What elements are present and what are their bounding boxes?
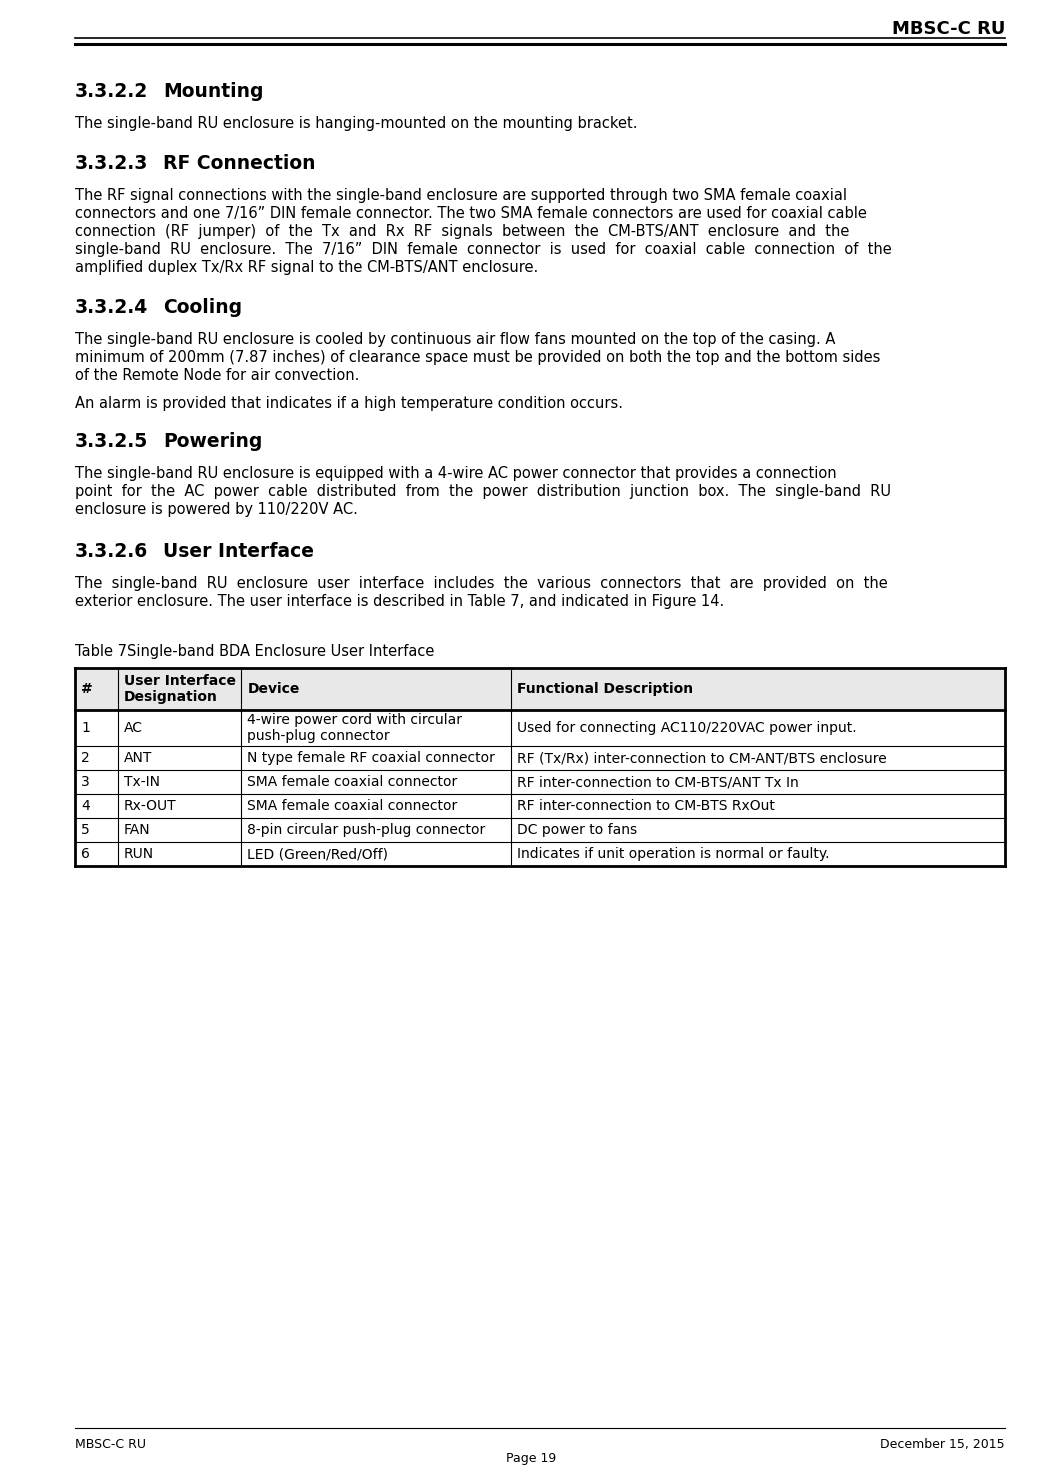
Text: Mounting: Mounting: [162, 82, 263, 102]
Text: The single-band RU enclosure is hanging-mounted on the mounting bracket.: The single-band RU enclosure is hanging-…: [75, 116, 637, 131]
Text: SMA female coaxial connector: SMA female coaxial connector: [247, 774, 458, 789]
Text: Page 19: Page 19: [506, 1451, 556, 1465]
Text: Table 7Single-band BDA Enclosure User Interface: Table 7Single-band BDA Enclosure User In…: [75, 645, 434, 659]
Text: Powering: Powering: [162, 431, 262, 450]
Text: connectors and one 7/16” DIN female connector. The two SMA female connectors are: connectors and one 7/16” DIN female conn…: [75, 206, 867, 221]
Text: 3.3.2.2: 3.3.2.2: [75, 82, 149, 102]
Text: Functional Description: Functional Description: [517, 682, 693, 696]
Text: RUN: RUN: [124, 846, 154, 861]
Text: #: #: [81, 682, 92, 696]
Text: SMA female coaxial connector: SMA female coaxial connector: [247, 799, 458, 813]
Text: RF (Tx/Rx) inter-connection to CM-ANT/BTS enclosure: RF (Tx/Rx) inter-connection to CM-ANT/BT…: [517, 751, 887, 765]
Text: RF inter-connection to CM-BTS RxOut: RF inter-connection to CM-BTS RxOut: [517, 799, 775, 813]
Text: The RF signal connections with the single-band enclosure are supported through t: The RF signal connections with the singl…: [75, 188, 847, 203]
Text: 5: 5: [81, 823, 90, 838]
Text: The  single-band  RU  enclosure  user  interface  includes  the  various  connec: The single-band RU enclosure user interf…: [75, 576, 888, 590]
Text: 3.3.2.5: 3.3.2.5: [75, 431, 149, 450]
Text: LED (Green/Red/Off): LED (Green/Red/Off): [247, 846, 389, 861]
Text: 3.3.2.3: 3.3.2.3: [75, 155, 149, 174]
Text: point  for  the  AC  power  cable  distributed  from  the  power  distribution  : point for the AC power cable distributed…: [75, 484, 891, 499]
Text: connection  (RF  jumper)  of  the  Tx  and  Rx  RF  signals  between  the  CM-BT: connection (RF jumper) of the Tx and Rx …: [75, 224, 850, 238]
Text: 2: 2: [81, 751, 90, 765]
Text: 1: 1: [81, 721, 90, 735]
Text: 6: 6: [81, 846, 90, 861]
Text: MBSC-C RU: MBSC-C RU: [75, 1438, 145, 1451]
Text: RF Connection: RF Connection: [162, 155, 315, 174]
Text: of the Remote Node for air convection.: of the Remote Node for air convection.: [75, 368, 359, 383]
Text: N type female RF coaxial connector: N type female RF coaxial connector: [247, 751, 495, 765]
Text: single-band  RU  enclosure.  The  7/16”  DIN  female  connector  is  used  for  : single-band RU enclosure. The 7/16” DIN …: [75, 241, 892, 258]
Text: 8-pin circular push-plug connector: 8-pin circular push-plug connector: [247, 823, 485, 838]
Text: Tx-IN: Tx-IN: [124, 774, 159, 789]
Text: Device: Device: [247, 682, 299, 696]
Text: minimum of 200mm (7.87 inches) of clearance space must be provided on both the t: minimum of 200mm (7.87 inches) of cleara…: [75, 350, 880, 365]
Text: An alarm is provided that indicates if a high temperature condition occurs.: An alarm is provided that indicates if a…: [75, 396, 623, 411]
Text: ANT: ANT: [124, 751, 152, 765]
Text: amplified duplex Tx/Rx RF signal to the CM-BTS/ANT enclosure.: amplified duplex Tx/Rx RF signal to the …: [75, 261, 538, 275]
Text: December 15, 2015: December 15, 2015: [880, 1438, 1005, 1451]
Text: User Interface: User Interface: [162, 542, 314, 561]
Text: 3.3.2.4: 3.3.2.4: [75, 297, 149, 316]
Text: DC power to fans: DC power to fans: [517, 823, 637, 838]
FancyBboxPatch shape: [75, 668, 1005, 710]
Text: Indicates if unit operation is normal or faulty.: Indicates if unit operation is normal or…: [517, 846, 829, 861]
Text: User Interface
Designation: User Interface Designation: [124, 674, 236, 705]
Text: 4: 4: [81, 799, 90, 813]
Text: AC: AC: [124, 721, 142, 735]
Text: 3.3.2.6: 3.3.2.6: [75, 542, 149, 561]
Text: exterior enclosure. The user interface is described in Table 7, and indicated in: exterior enclosure. The user interface i…: [75, 595, 724, 609]
Text: 4-wire power cord with circular
push-plug connector: 4-wire power cord with circular push-plu…: [247, 712, 462, 743]
Text: Cooling: Cooling: [162, 297, 242, 316]
Text: 3: 3: [81, 774, 90, 789]
Text: FAN: FAN: [124, 823, 151, 838]
Text: Used for connecting AC110/220VAC power input.: Used for connecting AC110/220VAC power i…: [517, 721, 857, 735]
Text: enclosure is powered by 110/220V AC.: enclosure is powered by 110/220V AC.: [75, 502, 358, 517]
Text: The single-band RU enclosure is equipped with a 4-wire AC power connector that p: The single-band RU enclosure is equipped…: [75, 467, 837, 481]
Text: The single-band RU enclosure is cooled by continuous air flow fans mounted on th: The single-band RU enclosure is cooled b…: [75, 333, 836, 347]
Text: RF inter-connection to CM-BTS/ANT Tx In: RF inter-connection to CM-BTS/ANT Tx In: [517, 774, 799, 789]
Text: MBSC-C RU: MBSC-C RU: [892, 21, 1005, 38]
Text: Rx-OUT: Rx-OUT: [124, 799, 176, 813]
